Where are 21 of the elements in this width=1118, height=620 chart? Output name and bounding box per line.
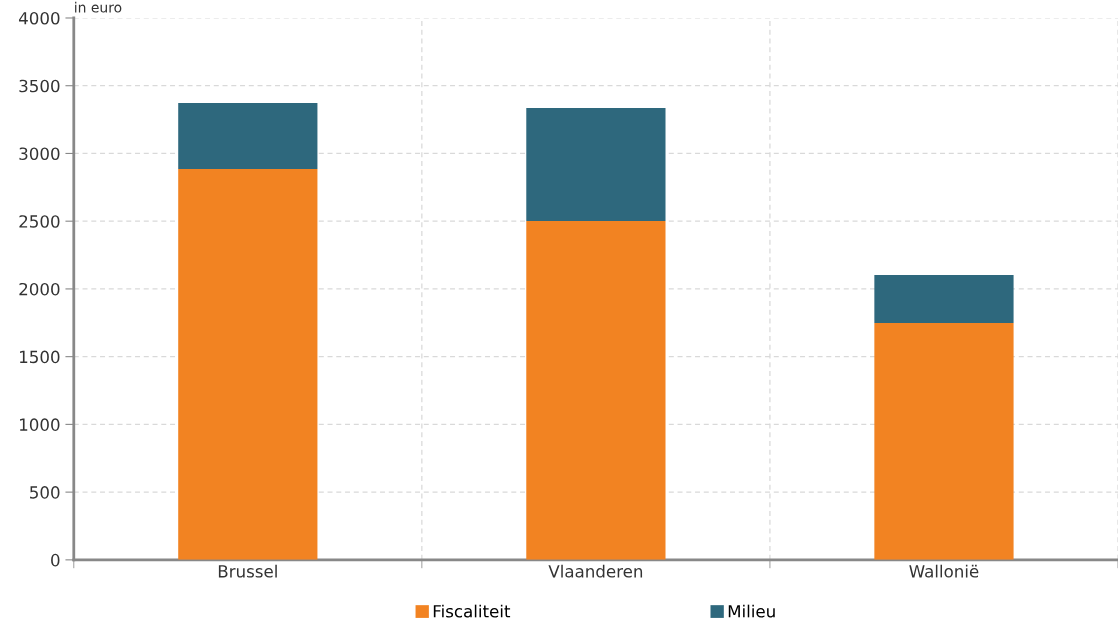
y-tick-label: 0 xyxy=(51,553,60,567)
y-tick-label: 2500 xyxy=(19,215,60,228)
bar xyxy=(178,102,318,169)
bar xyxy=(178,168,318,560)
y-tick-label: 1500 xyxy=(20,350,60,364)
y-tick-label: 3500 xyxy=(19,79,60,93)
bar xyxy=(526,107,666,221)
x-tick-label: Vlaanderen xyxy=(548,564,643,578)
bar xyxy=(526,220,666,560)
y-tick-label: 3000 xyxy=(19,147,60,161)
y-tick-label: 2000 xyxy=(19,282,60,296)
y-tick-label: 4000 xyxy=(18,11,60,25)
legend-label: Milieu xyxy=(728,604,775,618)
x-tick-label: Wallonië xyxy=(909,564,979,578)
bar xyxy=(874,274,1014,323)
y-axis-title: in euro xyxy=(75,1,122,13)
y-tick-label: 500 xyxy=(30,486,60,499)
bar xyxy=(874,322,1014,560)
x-tick-label: Brussel xyxy=(218,564,277,578)
y-tick-label: 1000 xyxy=(20,418,60,431)
legend-label: Fiscaliteit xyxy=(433,604,511,618)
